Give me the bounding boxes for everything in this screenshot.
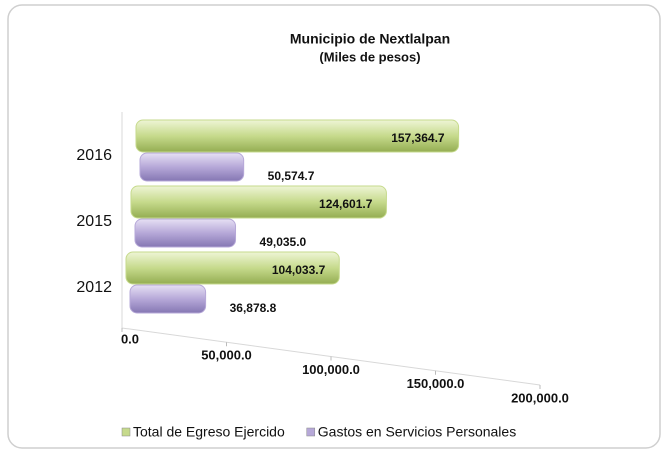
y-tick-label: 2015	[76, 213, 112, 230]
x-tick-label: 100,000.0	[302, 362, 360, 377]
value-label: 104,033.7	[272, 263, 326, 277]
plot: 0.0 50,000.0 100,000.0 150,000.0 200,000.0 20…	[76, 119, 569, 440]
value-label: 36,878.8	[230, 301, 277, 315]
legend-label: Gastos en Servicios Personales	[318, 424, 516, 440]
legend-label: Total de Egreso Ejercido	[133, 424, 285, 440]
bar	[125, 251, 340, 285]
chart-subtitle: (Miles de pesos)	[319, 49, 420, 64]
bar	[130, 185, 387, 219]
x-tick-label: 200,000.0	[511, 390, 569, 405]
x-tick-label: 50,000.0	[201, 348, 252, 363]
chart-title: Municipio de Nextlalpan	[290, 31, 450, 47]
bar	[139, 152, 245, 182]
legend-swatch	[121, 427, 131, 437]
x-tick-label: 0.0	[121, 331, 139, 346]
value-label: 124,601.7	[319, 197, 373, 211]
legend-swatch	[306, 427, 316, 437]
value-label: 49,035.0	[260, 235, 307, 249]
y-tick-label: 2016	[76, 147, 112, 164]
value-label: 157,364.7	[391, 131, 445, 145]
bar	[134, 218, 237, 248]
value-label: 50,574.7	[268, 169, 315, 183]
frame	[7, 4, 661, 449]
bar	[135, 119, 460, 153]
x-tick-label: 150,000.0	[407, 376, 465, 391]
y-tick-label: 2012	[76, 279, 112, 296]
bar	[129, 284, 207, 314]
